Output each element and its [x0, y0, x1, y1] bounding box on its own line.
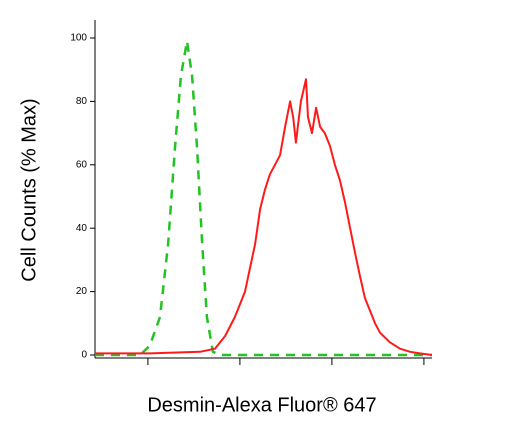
x-axis-label: Desmin-Alexa Fluor® 647	[147, 394, 376, 416]
series-line	[95, 78, 433, 356]
y-tick-label: 60	[76, 159, 88, 170]
y-tick-label: 80	[76, 96, 88, 107]
y-tick-label: 20	[76, 286, 88, 297]
series-line	[95, 39, 432, 357]
y-tick-label: 40	[76, 223, 88, 234]
y-tick-label: 100	[70, 33, 87, 44]
y-tick-label: 0	[81, 350, 87, 361]
y-axis-label: Cell Counts (% Max)	[18, 98, 40, 281]
